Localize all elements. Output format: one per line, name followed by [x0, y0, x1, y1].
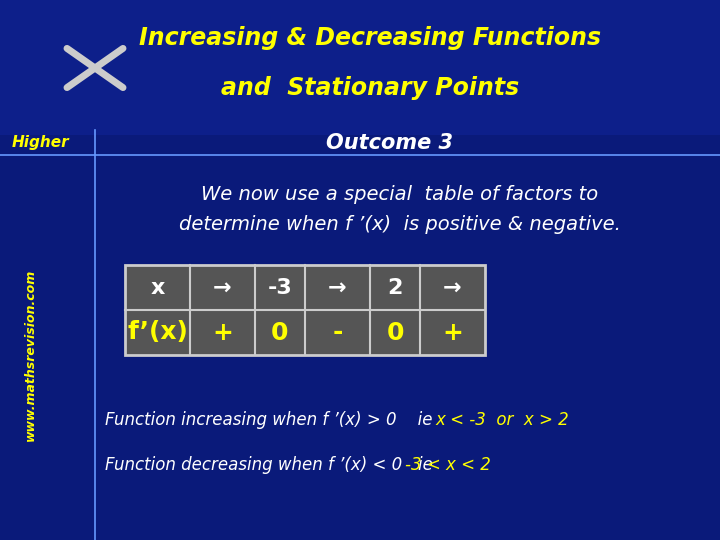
Text: Function decreasing when f ’(x) < 0   ie: Function decreasing when f ’(x) < 0 ie — [105, 456, 454, 474]
Text: Function increasing when f ’(x) > 0    ie: Function increasing when f ’(x) > 0 ie — [105, 411, 454, 429]
Text: -3 < x < 2: -3 < x < 2 — [405, 456, 491, 474]
Text: -: - — [333, 321, 343, 345]
Text: and  Stationary Points: and Stationary Points — [221, 76, 519, 100]
Text: We now use a special  table of factors to: We now use a special table of factors to — [202, 186, 598, 205]
Text: determine when f ’(x)  is positive & negative.: determine when f ’(x) is positive & nega… — [179, 215, 621, 234]
Text: →: → — [213, 278, 232, 298]
Text: -3: -3 — [268, 278, 292, 298]
Text: +: + — [212, 321, 233, 345]
Text: Outcome 3: Outcome 3 — [326, 133, 454, 153]
Text: →: → — [328, 278, 347, 298]
Text: x < -3  or  x > 2: x < -3 or x > 2 — [435, 411, 569, 429]
Text: →: → — [444, 278, 462, 298]
Text: www.mathsrevision.com: www.mathsrevision.com — [24, 269, 37, 441]
Text: 0: 0 — [386, 321, 404, 345]
Text: x: x — [150, 278, 165, 298]
Bar — [125, 265, 485, 355]
Text: Increasing & Decreasing Functions: Increasing & Decreasing Functions — [139, 26, 601, 50]
Text: f’(x): f’(x) — [127, 321, 188, 345]
Text: +: + — [442, 321, 463, 345]
Bar — [0, 0, 720, 135]
Text: Higher: Higher — [12, 136, 70, 151]
Text: 2: 2 — [387, 278, 402, 298]
Text: 0: 0 — [271, 321, 289, 345]
